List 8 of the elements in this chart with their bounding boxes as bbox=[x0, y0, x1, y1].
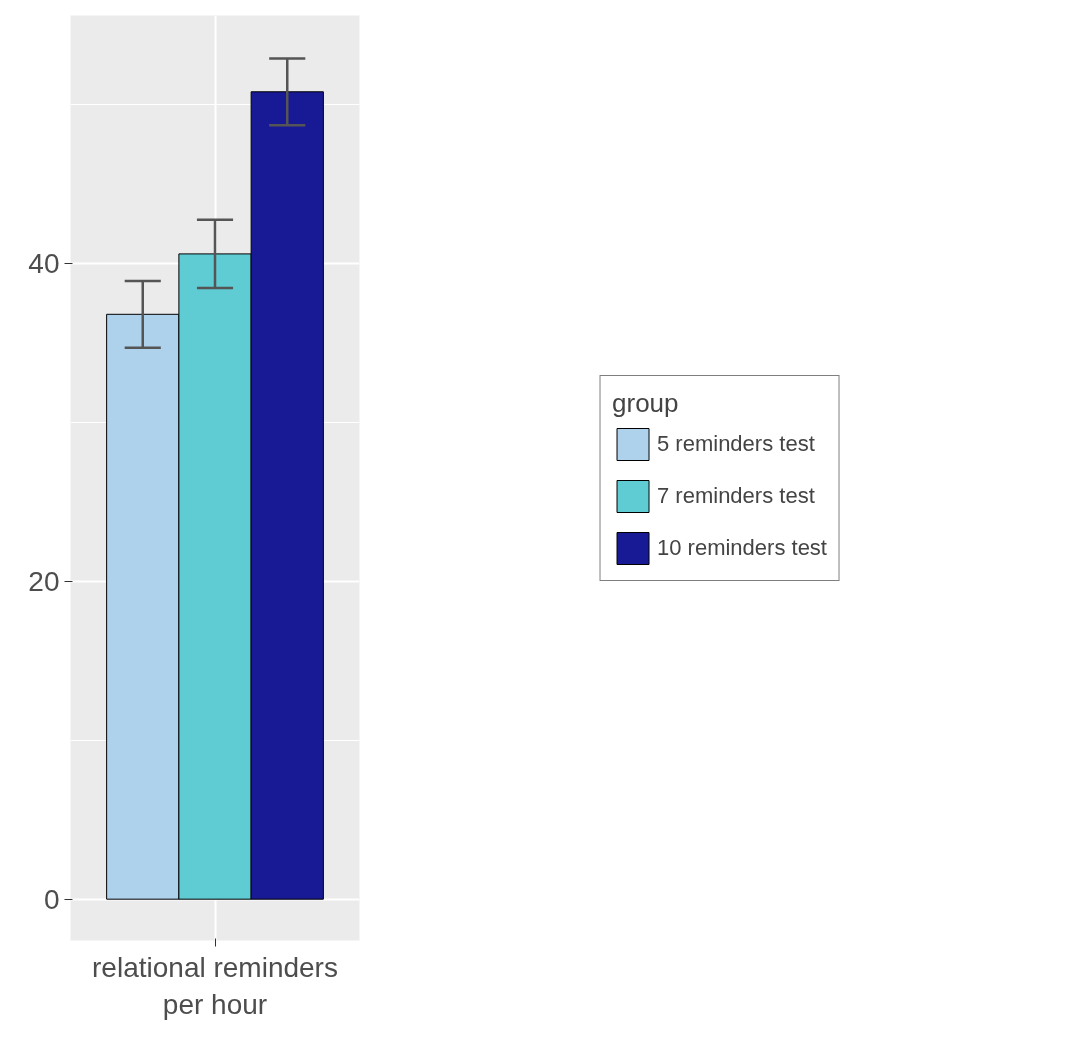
x-tick-label: relational reminders per hour bbox=[92, 951, 338, 1020]
y-tick-label: 40 bbox=[28, 247, 60, 279]
legend-label: 5 reminders test bbox=[657, 430, 815, 457]
legend-label: 10 reminders test bbox=[657, 534, 827, 561]
legend-title: group bbox=[612, 387, 680, 419]
y-tick-label: 0 bbox=[43, 883, 60, 915]
legend-label: 7 reminders test bbox=[657, 482, 815, 509]
y-tick-label: 20 bbox=[28, 565, 60, 597]
